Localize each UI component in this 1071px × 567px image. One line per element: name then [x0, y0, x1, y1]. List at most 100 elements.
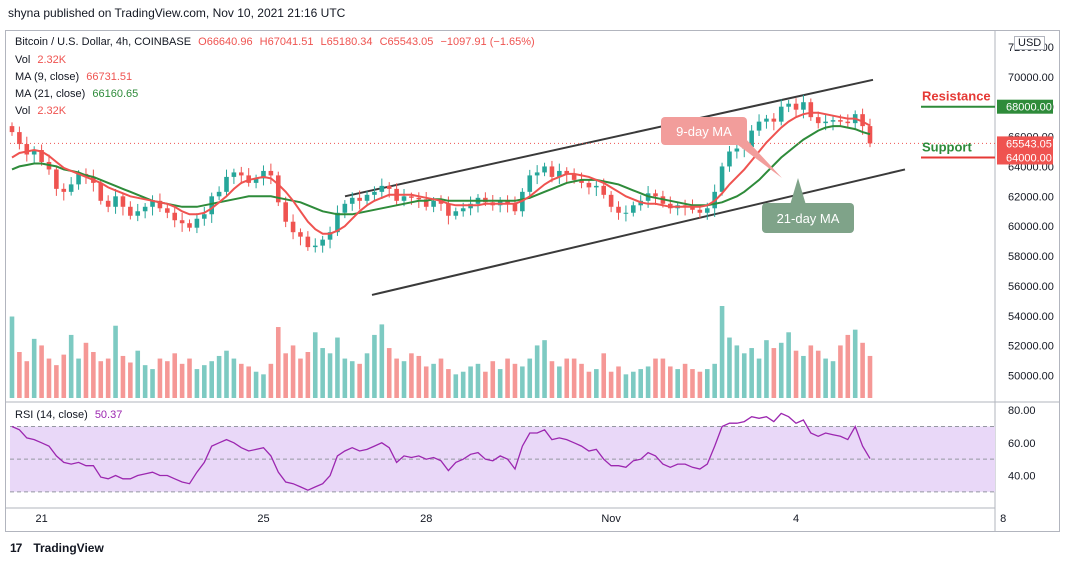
volume-bar: [431, 363, 436, 398]
ma21-callout-pointer: [790, 178, 806, 205]
candle-body: [312, 245, 318, 248]
footer-brand[interactable]: 17 TradingView: [10, 541, 104, 555]
candle-body: [764, 118, 769, 122]
volume-bar: [845, 334, 851, 398]
volume-bar: [749, 348, 754, 398]
volume-bar: [372, 334, 377, 398]
volume-bar: [386, 348, 392, 398]
candle-body: [512, 203, 518, 212]
candle-body: [120, 196, 126, 207]
volume-bar: [704, 369, 710, 398]
volume-bar: [61, 354, 67, 398]
candle-body: [305, 236, 311, 248]
candle-body: [68, 184, 74, 192]
candle-body: [24, 144, 30, 155]
volume-bar: [823, 358, 828, 398]
volume-bar: [727, 337, 732, 398]
volume-bar: [135, 350, 141, 398]
volume-bar: [335, 337, 340, 398]
candle-body: [438, 200, 444, 204]
rsi-value: 50.37: [94, 409, 123, 421]
chart-frame: [5, 30, 1060, 532]
volume-bar: [860, 342, 865, 398]
volume-bar: [815, 350, 821, 398]
volume-bar: [17, 352, 22, 398]
channel-upper-line: [344, 78, 874, 198]
volume-bars: [9, 306, 873, 398]
volume-bar: [409, 353, 414, 398]
price-tick-label: 58000.00: [1008, 251, 1054, 263]
volume-bar: [9, 316, 15, 398]
price-tick-label: 54000.00: [1008, 311, 1054, 323]
volume-bar: [39, 345, 44, 398]
price-tick-label: 70000.00: [1008, 72, 1054, 84]
candle-body: [409, 196, 414, 198]
price-tick-label: 56000.00: [1008, 281, 1054, 293]
volume-bar: [157, 358, 163, 398]
volume-bar: [601, 353, 607, 398]
candle-body: [564, 170, 570, 174]
volume-bar: [793, 350, 799, 398]
volume-bar: [364, 353, 370, 398]
time-tick-label: 21: [35, 513, 47, 525]
volume-bar: [150, 369, 155, 398]
candle-body: [845, 121, 851, 124]
volume-bar: [697, 371, 703, 398]
volume-bar: [490, 361, 496, 398]
currency-label[interactable]: USD: [1014, 36, 1046, 50]
rsi-tick-label: 40.00: [1008, 471, 1036, 483]
volume-bar: [46, 358, 52, 398]
volume-bar: [608, 371, 614, 398]
brand-name: TradingView: [33, 541, 104, 555]
volume-bar: [571, 358, 577, 398]
volume-bar: [579, 363, 584, 398]
candle-body: [61, 188, 67, 192]
candle-body: [594, 185, 599, 188]
legend-ma9: MA (9, close) 66731.51: [15, 71, 136, 83]
rsi-tick-label: 80.00: [1008, 405, 1036, 417]
volume-bar: [557, 366, 562, 398]
volume-bar: [512, 363, 518, 398]
candle-body: [453, 211, 459, 216]
candle-body: [830, 120, 836, 122]
vol2-value: 2.32K: [37, 105, 67, 117]
candle-body: [756, 121, 762, 131]
volume-bar: [239, 363, 244, 398]
volume-bar: [91, 352, 96, 398]
volume-bar: [682, 363, 688, 398]
volume-bar: [187, 358, 192, 398]
candle-body: [290, 221, 296, 233]
candle-body: [838, 120, 843, 122]
volume-bar: [172, 353, 178, 398]
symbol-label: Bitcoin / U.S. Dollar, 4h, COINBASE: [15, 36, 192, 48]
volume-bar: [128, 362, 133, 398]
volume-bar: [327, 353, 333, 398]
candle-body: [298, 232, 303, 237]
volume-bar: [320, 348, 325, 398]
volume-bar: [120, 355, 126, 398]
candle-body: [505, 200, 510, 204]
volume-bar: [312, 332, 318, 398]
volume-bar: [209, 361, 214, 398]
volume-bar: [594, 369, 599, 398]
volume-bar: [194, 369, 200, 398]
volume-bar: [668, 366, 673, 398]
ma9-callout-pointer: [738, 138, 782, 178]
volume-bar: [68, 334, 74, 398]
ma21-value: 66160.65: [92, 88, 139, 100]
tradingview-logo-icon: 17: [10, 541, 22, 555]
vol-label: Vol: [15, 54, 31, 66]
candle-body: [534, 172, 540, 176]
rsi-label: RSI (14, close): [15, 409, 88, 421]
candle-body: [431, 200, 436, 207]
annotations: ResistanceSupport68000.0065543.0502:43:5…: [661, 89, 1053, 233]
candle-body: [187, 223, 192, 228]
volume-bar: [342, 358, 348, 398]
legend-ma21: MA (21, close) 66160.65: [15, 88, 142, 100]
resistance-tag-text: 68000.00: [1006, 102, 1052, 114]
volume-bar: [808, 345, 814, 398]
volume-bar: [275, 327, 281, 398]
volume-bar: [298, 358, 303, 398]
volume-bar: [801, 355, 806, 398]
